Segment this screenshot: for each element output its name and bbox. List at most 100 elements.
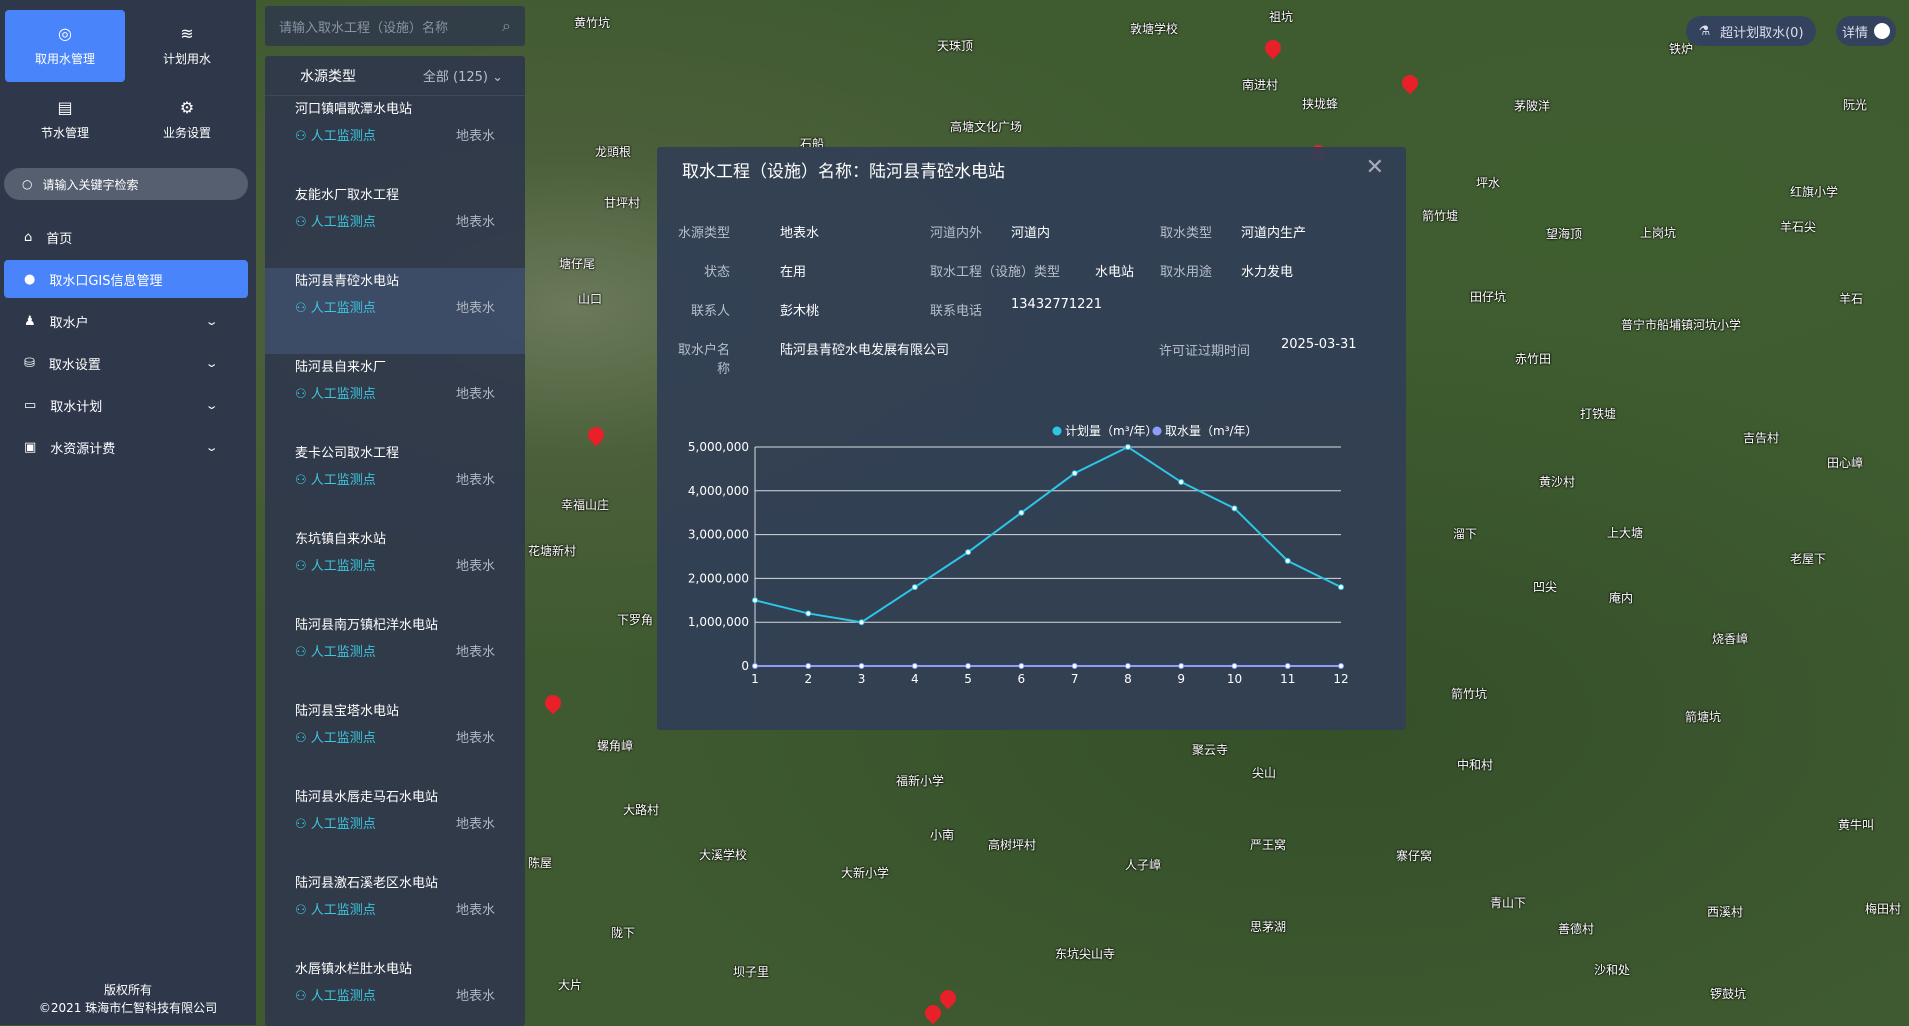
monitor-type: ⚇ 人工监测点 [295, 469, 376, 488]
list-item[interactable]: 陆河县青硿水电站 ⚇ 人工监测点 地表水 [265, 268, 525, 354]
location-pin-icon[interactable] [1261, 36, 1285, 60]
detail-toggle[interactable]: 详情 [1836, 16, 1896, 46]
monitor-type: ⚇ 人工监测点 [295, 125, 376, 144]
sidebar: ◎ 取用水管理 ≋ 计划用水 ▤ 节水管理 ⚙ 业务设置 ○ 请输入关键字检索 ⌂ 首页 ●… [0, 0, 256, 1025]
map-label: 坪水 [1476, 176, 1501, 190]
tile-plan-water[interactable]: ≋ 计划用水 [127, 10, 247, 82]
monitor-label: 人工监测点 [310, 215, 376, 230]
data-point [858, 619, 865, 626]
location-icon: ● [24, 271, 36, 287]
list-item[interactable]: 陆河县南万镇杞洋水电站 ⚇ 人工监测点 地表水 [265, 612, 525, 698]
menu-billing[interactable]: ▣ 水资源计费 ⌄ [4, 428, 248, 466]
list-item[interactable]: 陆河县自来水厂 ⚇ 人工监测点 地表水 [265, 354, 525, 440]
list-item[interactable]: 东坑镇自来水站 ⚇ 人工监测点 地表水 [265, 526, 525, 612]
data-point [858, 663, 865, 669]
list-item[interactable]: 陆河县激石溪老区水电站 ⚇ 人工监测点 地表水 [265, 870, 525, 956]
tile-water-management[interactable]: ◎ 取用水管理 [5, 10, 125, 82]
water-type: 地表水 [455, 731, 495, 746]
x-tick-label: 3 [858, 672, 866, 686]
item-name: 陆河县宝塔水电站 [295, 704, 400, 719]
item-name: 东坑镇自来水站 [295, 532, 387, 547]
x-tick-label: 8 [1124, 672, 1132, 686]
data-point [805, 610, 812, 617]
item-name: 陆河县激石溪老区水电站 [295, 876, 439, 891]
list-item[interactable]: 麦卡公司取水工程 ⚇ 人工监测点 地表水 [265, 440, 525, 526]
monitor-type: ⚇ 人工监测点 [295, 297, 376, 316]
water-type: 地表水 [455, 645, 495, 660]
menu-home[interactable]: ⌂ 首页 [4, 218, 248, 256]
data-point [965, 663, 972, 669]
location-pin-icon[interactable] [1398, 71, 1422, 95]
map-label: 福新小学 [896, 774, 945, 788]
list-item[interactable]: 陆河县宝塔水电站 ⚇ 人工监测点 地表水 [265, 698, 525, 784]
data-point [1124, 663, 1131, 669]
map-label: 幸福山庄 [561, 498, 610, 512]
menu-plan[interactable]: ▭ 取水计划 ⌄ [4, 386, 248, 424]
list-item[interactable]: 陆河县水唇走马石水电站 ⚇ 人工监测点 地表水 [265, 784, 525, 870]
monitor-label: 人工监测点 [310, 903, 376, 918]
value: 河道内生产 [1241, 226, 1307, 241]
value: 地表水 [780, 226, 820, 241]
water-type: 地表水 [455, 301, 495, 316]
x-tick-label: 6 [1018, 672, 1026, 686]
search-placeholder: 请输入关键字检索 [42, 177, 139, 192]
menu-gis[interactable]: ● 取水口GIS信息管理 [4, 260, 248, 298]
over-plan-button[interactable]: ⚗ 超计划取水(0) [1686, 16, 1816, 46]
location-pin-icon[interactable] [936, 986, 960, 1010]
company: ©2021 珠海市仁智科技有限公司 [38, 1001, 218, 1015]
search-icon[interactable]: ⌕ [502, 16, 511, 35]
legend-label: 取水量（m³/年） [1165, 424, 1258, 438]
facility-detail-popup: 取水工程（设施）名称：陆河县青硿水电站 ✕ 水源类型 地表水 河道内外 河道内 … [657, 147, 1406, 730]
menu-settings[interactable]: ⛁ 取水设置 ⌄ [4, 344, 248, 382]
monitor-type: ⚇ 人工监测点 [295, 211, 376, 230]
tile-business-settings[interactable]: ⚙ 业务设置 [127, 84, 247, 156]
water-type: 地表水 [455, 387, 495, 402]
list-item[interactable]: 水唇镇水栏肚水电站 ⚇ 人工监测点 地表水 [265, 956, 525, 1026]
map-label: 黄竹坑 [574, 16, 611, 30]
map-label: 凹尖 [1533, 580, 1558, 594]
water-type-filter[interactable]: 水源类型 全部 (125) ⌄ [265, 56, 525, 96]
label: 取水工程（设施）类型 [930, 265, 1061, 280]
monitor-label: 人工监测点 [310, 645, 376, 660]
map-label: 上大塘 [1607, 526, 1644, 540]
keyword-search-input[interactable]: ○ 请输入关键字检索 [4, 168, 248, 200]
map-label: 黄沙村 [1539, 475, 1576, 489]
monitor-label: 人工监测点 [310, 559, 376, 574]
tile-label: 节水管理 [40, 125, 89, 140]
y-tick-label: 3,000,000 [688, 528, 749, 542]
detail-label: 详情 [1842, 25, 1869, 41]
map-label: 普宁市船埔镇河坑小学 [1621, 318, 1742, 332]
value: 河道内 [1011, 226, 1051, 241]
label: 许可证过期时间 [1159, 344, 1251, 359]
location-pin-icon[interactable] [921, 1001, 945, 1025]
map-label: 黄牛叫 [1838, 818, 1875, 832]
data-point [1231, 505, 1238, 512]
label: 水源类型 [677, 226, 730, 241]
copyright: 版权所有 [103, 983, 152, 997]
filter-select[interactable]: 全部 (125) ⌄ [423, 66, 503, 85]
facility-search-input[interactable]: 请输入取水工程（设施）名称 ⌕ [265, 6, 525, 46]
map-label: 小南 [930, 828, 955, 842]
search-placeholder: 请输入取水工程（设施）名称 [279, 20, 449, 36]
x-tick-label: 10 [1227, 672, 1242, 686]
person-icon: ⚇ [295, 989, 307, 1004]
item-name: 水唇镇水栏肚水电站 [295, 962, 413, 977]
map-label: 东坑尖山寺 [1055, 947, 1116, 961]
list-item[interactable]: 河口镇唱歌潭水电站 ⚇ 人工监测点 地表水 [265, 96, 525, 182]
location-pin-icon[interactable] [541, 691, 565, 715]
monitor-label: 人工监测点 [310, 731, 376, 746]
close-icon[interactable]: ✕ [1365, 155, 1384, 180]
map-label: 沙和处 [1594, 963, 1631, 977]
value: 水力发电 [1241, 265, 1294, 280]
menu-users[interactable]: ♟ 取水户 ⌄ [4, 302, 248, 340]
list-item[interactable]: 友能水厂取水工程 ⚇ 人工监测点 地表水 [265, 182, 525, 268]
calendar-icon: ▭ [24, 397, 37, 413]
chevron-down-icon: ⌄ [204, 440, 219, 454]
person-icon: ⚇ [295, 559, 307, 574]
map-label: 西溪村 [1707, 905, 1744, 919]
data-point [1018, 663, 1025, 669]
map-label: 箭竹墟 [1422, 209, 1459, 223]
map-label: 田心嶂 [1827, 456, 1864, 470]
location-pin-icon[interactable] [584, 423, 608, 447]
tile-water-saving[interactable]: ▤ 节水管理 [5, 84, 125, 156]
